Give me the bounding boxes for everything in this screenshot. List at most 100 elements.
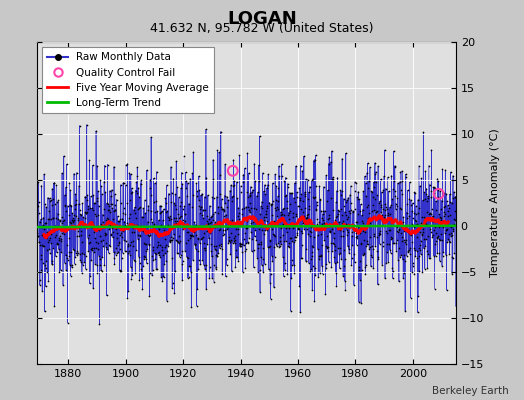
Point: [258, 198, 266, 205]
Point: [419, 228, 427, 235]
Point: [85, 280, 94, 286]
Point: [166, 239, 174, 246]
Point: [250, 218, 259, 224]
Point: [256, 239, 265, 245]
Point: [285, 210, 293, 216]
Point: [92, 262, 101, 269]
Point: [318, 214, 326, 221]
Point: [201, 245, 209, 252]
Point: [253, 254, 261, 261]
Point: [112, 226, 120, 232]
Point: [320, 236, 329, 243]
Point: [336, 250, 344, 257]
Point: [235, 210, 243, 216]
Point: [47, 240, 55, 246]
Point: [234, 213, 243, 220]
Point: [214, 241, 223, 248]
Point: [392, 240, 400, 246]
Point: [156, 202, 164, 209]
Point: [202, 262, 210, 268]
Point: [228, 198, 236, 204]
Point: [46, 198, 54, 204]
Point: [148, 272, 156, 278]
Point: [291, 234, 299, 240]
Point: [67, 220, 75, 226]
Point: [446, 199, 454, 206]
Point: [224, 224, 232, 230]
Point: [189, 223, 198, 229]
Point: [315, 270, 324, 276]
Point: [343, 196, 351, 203]
Point: [297, 254, 305, 261]
Point: [141, 228, 150, 234]
Point: [198, 235, 206, 242]
Point: [272, 183, 280, 189]
Point: [290, 270, 299, 276]
Point: [249, 186, 257, 193]
Point: [204, 220, 213, 226]
Point: [313, 216, 321, 222]
Point: [36, 282, 44, 288]
Point: [403, 226, 412, 232]
Point: [282, 238, 290, 244]
Point: [374, 163, 383, 169]
Point: [180, 203, 189, 210]
Point: [306, 268, 314, 274]
Point: [242, 225, 250, 232]
Point: [315, 197, 324, 203]
Point: [44, 277, 52, 284]
Point: [159, 251, 168, 258]
Point: [305, 203, 313, 210]
Point: [325, 154, 333, 160]
Point: [312, 207, 320, 214]
Point: [410, 247, 419, 253]
Point: [264, 225, 272, 232]
Point: [292, 163, 300, 169]
Point: [226, 230, 235, 236]
Point: [41, 201, 49, 208]
Point: [135, 194, 144, 200]
Point: [334, 225, 342, 232]
Point: [121, 222, 129, 228]
Point: [343, 226, 351, 233]
Point: [363, 160, 372, 166]
Point: [182, 254, 191, 260]
Point: [157, 209, 166, 215]
Point: [359, 228, 368, 234]
Point: [94, 188, 102, 194]
Point: [380, 207, 389, 213]
Point: [432, 207, 441, 213]
Point: [115, 239, 123, 245]
Point: [54, 246, 63, 252]
Point: [185, 234, 194, 241]
Point: [197, 236, 205, 242]
Point: [66, 201, 74, 208]
Point: [115, 240, 123, 246]
Point: [333, 188, 341, 194]
Point: [80, 251, 88, 258]
Point: [449, 228, 457, 234]
Point: [293, 232, 301, 238]
Point: [285, 216, 293, 223]
Point: [95, 255, 104, 262]
Point: [49, 196, 57, 202]
Point: [181, 169, 190, 176]
Point: [309, 263, 317, 269]
Point: [66, 262, 74, 268]
Point: [201, 207, 210, 213]
Point: [235, 243, 244, 250]
Point: [202, 286, 210, 292]
Point: [429, 232, 437, 238]
Point: [65, 248, 73, 255]
Point: [299, 220, 308, 226]
Point: [437, 230, 445, 237]
Point: [99, 212, 107, 218]
Point: [204, 221, 212, 228]
Point: [119, 228, 127, 235]
Text: 41.632 N, 95.782 W (United States): 41.632 N, 95.782 W (United States): [150, 22, 374, 35]
Point: [180, 221, 188, 227]
Point: [136, 204, 145, 210]
Point: [434, 187, 442, 194]
Point: [33, 181, 41, 187]
Point: [400, 237, 408, 243]
